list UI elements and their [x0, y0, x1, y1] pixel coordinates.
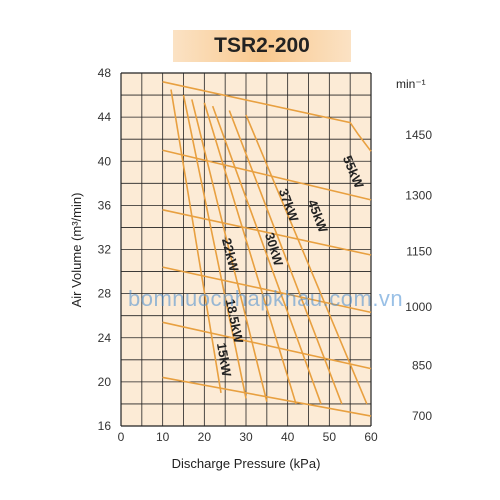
power-line-18-5kW — [182, 94, 247, 399]
x-tick-label: 30 — [239, 430, 253, 444]
y-axis-label: Air Volume (m³/min) — [69, 193, 84, 308]
x-axis-label: Discharge Pressure (kPa) — [172, 456, 321, 471]
y2-tick-label: 1000 — [405, 300, 432, 314]
y2-ticks: 1450 1300 1150 1000 850 700 — [405, 128, 432, 423]
y-tick-label: 20 — [98, 375, 112, 389]
y-tick-label: 40 — [98, 154, 112, 168]
speed-line-700 — [162, 376, 372, 417]
x-tick-label: 0 — [118, 430, 125, 444]
y-tick-label: 24 — [98, 331, 112, 345]
speed-line-1450 — [162, 81, 372, 152]
chart-title: TSR2-200 — [214, 34, 310, 57]
y-tick-label: 16 — [98, 419, 112, 433]
power-line-30kW — [203, 102, 297, 405]
power-line-37kW — [211, 105, 322, 405]
y2-tick-label: 850 — [412, 358, 432, 372]
speed-lines — [162, 81, 372, 417]
y2-tick-label: 1150 — [406, 245, 432, 259]
x-tick-label: 40 — [281, 430, 295, 444]
speed-line-850 — [162, 321, 372, 370]
y2-tick-label: 700 — [412, 409, 432, 423]
y-tick-label: 28 — [98, 287, 112, 301]
y-tick-label: 32 — [98, 243, 112, 257]
y-ticks: 16 20 24 28 32 36 40 44 48 — [98, 66, 112, 433]
annotation-15kW: 15kW — [214, 342, 234, 379]
x-tick-label: 10 — [156, 430, 170, 444]
y2-axis-label: min⁻¹ — [396, 77, 426, 91]
x-tick-label: 20 — [198, 430, 212, 444]
x-tick-label: 50 — [323, 430, 337, 444]
watermark-text: bomnuocnhapkhau.com.vn — [128, 286, 404, 311]
power-lines — [170, 89, 368, 405]
y-tick-label: 36 — [98, 198, 112, 212]
x-ticks: 0 10 20 30 40 50 60 — [118, 430, 378, 444]
power-line-45kW — [228, 110, 343, 405]
power-line-22kW — [191, 99, 268, 402]
speed-line-1150 — [162, 209, 372, 256]
speed-line-1300 — [162, 149, 372, 201]
chart-title-box: TSR2-200 — [173, 30, 351, 62]
x-tick-label: 60 — [364, 430, 378, 444]
y2-tick-label: 1300 — [405, 188, 432, 202]
power-line-15kW — [170, 89, 222, 394]
y2-tick-label: 1450 — [405, 128, 432, 142]
y-tick-label: 48 — [98, 66, 112, 80]
y-tick-label: 44 — [98, 110, 112, 124]
power-line-55kW — [245, 114, 368, 405]
speed-line-1000 — [162, 266, 372, 314]
